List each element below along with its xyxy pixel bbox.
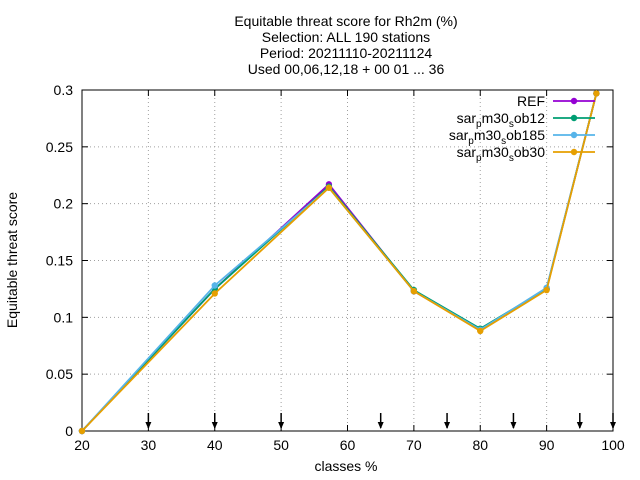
x-tick-label: 70 — [406, 437, 422, 453]
y-axis-label: Equitable threat score — [4, 192, 20, 328]
y-tick-label: 0.2 — [54, 196, 74, 212]
arrow-marker — [576, 413, 583, 429]
x-tick-label: 80 — [472, 437, 488, 453]
series-point — [211, 290, 218, 297]
series-point — [325, 184, 333, 191]
legend-item: sarpm30sob30 — [457, 144, 595, 164]
legend-swatch-point — [570, 131, 578, 139]
series-point — [593, 90, 600, 97]
y-tick-label: 0.05 — [46, 366, 73, 382]
series-lines — [78, 90, 600, 435]
arrow-marker — [510, 413, 517, 429]
arrow-marker — [278, 413, 285, 429]
arrow-marker — [610, 413, 616, 429]
y-tick-label: 0.15 — [46, 253, 73, 269]
y-tick-label: 0 — [65, 423, 73, 439]
legend-label: sarpm30sob185 — [449, 127, 545, 147]
legend-item: sarpm30sob185 — [449, 127, 595, 147]
arrow-marker — [444, 413, 451, 429]
series-point — [211, 282, 218, 289]
x-tick-label: 30 — [141, 437, 157, 453]
arrow-marker — [377, 413, 384, 429]
x-tick-label: 100 — [601, 437, 625, 453]
legend-swatch-point — [570, 148, 578, 156]
x-tick-label: 20 — [74, 437, 90, 453]
legend-label: sarpm30sob12 — [457, 110, 546, 130]
arrow-markers — [145, 413, 616, 429]
legend-item: REF — [517, 93, 595, 109]
grid-lines — [82, 90, 613, 431]
legend-swatch-point — [570, 97, 578, 105]
series-3 — [78, 90, 600, 435]
title-line: Equitable threat score for Rh2m (%) — [234, 13, 457, 29]
axis-ticks: 20 30 40 50 60 70 80 90 100 0 0.05 0.1 0.15 0.2 0.25 0.… — [46, 82, 625, 453]
title-line: Period: 20211110-20211124 — [260, 45, 433, 61]
x-tick-label: 90 — [539, 437, 555, 453]
x-tick-label: 40 — [207, 437, 223, 453]
x-axis-label: classes % — [314, 458, 377, 474]
chart-title: Equitable threat score for Rh2m (%)Selec… — [234, 13, 457, 77]
title-line: Selection: ALL 190 stations — [262, 29, 430, 45]
legend-swatch-point — [570, 114, 578, 122]
y-tick-label: 0.1 — [54, 309, 74, 325]
legend-label: REF — [517, 93, 545, 109]
series-point — [78, 427, 86, 435]
series-point — [477, 327, 484, 335]
legend-label: sarpm30sob30 — [457, 144, 546, 164]
arrow-marker — [211, 413, 218, 429]
series-point — [410, 287, 418, 295]
y-tick-label: 0.3 — [54, 82, 74, 98]
arrow-marker — [145, 413, 152, 429]
legend-item: sarpm30sob12 — [457, 110, 595, 130]
title-line: Used 00,06,12,18 + 00 01 ... 36 — [248, 61, 445, 77]
x-tick-label: 50 — [273, 437, 289, 453]
y-tick-label: 0.25 — [46, 139, 73, 155]
x-tick-label: 60 — [340, 437, 356, 453]
series-point — [543, 286, 550, 294]
